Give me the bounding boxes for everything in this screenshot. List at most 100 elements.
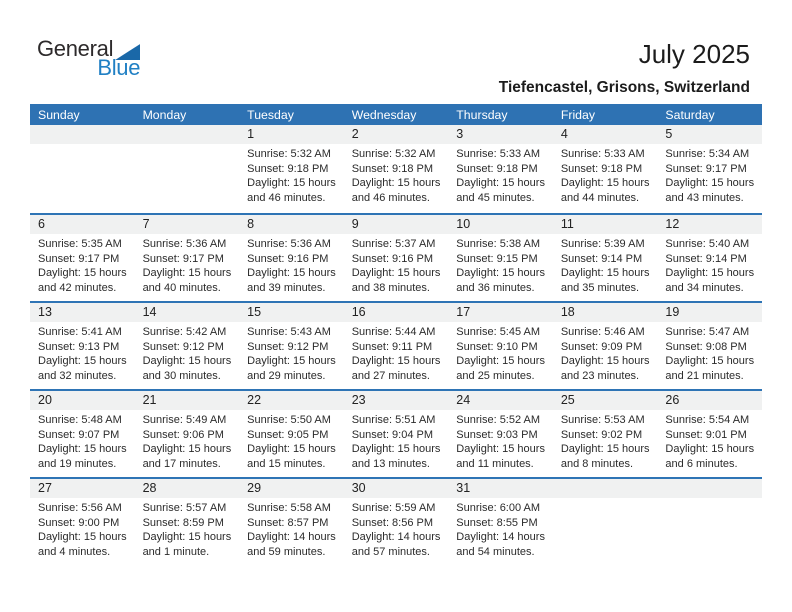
sunrise-text: Sunrise: 5:43 AM (247, 326, 331, 338)
daylight-text: Daylight: 15 hours (560, 443, 650, 456)
day-cell-18: Sunrise: 5:46 AM Sunset: 9:09 PM Daylight:… (553, 322, 658, 383)
day-cell-31: Sunrise: 6:00 AM Sunset: 8:55 PM Daylight:… (448, 498, 553, 559)
day-cell-3: Sunrise: 5:33 AM Sunset: 9:18 PM Daylight:… (448, 144, 553, 205)
sunrise-text: Sunrise: 5:35 AM (38, 238, 122, 250)
sunset-text: Sunset: 9:14 PM (665, 252, 747, 265)
sunset-text: Sunset: 9:02 PM (560, 428, 643, 441)
day-number-6: 6 (38, 217, 45, 231)
daylight-text: Daylight: 15 hours (351, 177, 441, 190)
sunrise-text: Sunrise: 5:51 AM (351, 414, 436, 426)
daylight-text-cont: and 36 minutes. (456, 281, 535, 294)
sunset-text: Sunset: 9:01 PM (665, 428, 747, 441)
week-row-5: 27 28 29 30 31 Sunrise: 5:56 AM Sunset: 9:00 P… (30, 477, 762, 565)
daylight-text: Daylight: 15 hours (38, 267, 127, 280)
weekday-header-row: Sunday Monday Tuesday Wednesday Thursday Frid… (30, 104, 762, 125)
day-number-31: 31 (456, 481, 471, 495)
day-number-7: 7 (142, 217, 150, 231)
day-number-band: 13 14 15 16 17 18 19 (30, 303, 762, 322)
day-number-10: 10 (456, 217, 471, 231)
sunset-text: Sunset: 9:16 PM (351, 252, 434, 265)
calendar-weeks: 1 2 3 4 5 Sunrise: 5:32 AM Sunset: 9:18 PM Dayl… (30, 125, 762, 565)
empty-day-number (135, 125, 240, 144)
weekday-header-tuesday: Tuesday (247, 107, 294, 122)
daylight-text-cont: and 29 minutes. (247, 369, 326, 382)
day-cell-2: Sunrise: 5:32 AM Sunset: 9:18 PM Daylight:… (344, 144, 449, 205)
daylight-text: Daylight: 15 hours (247, 355, 336, 368)
day-number-5: 5 (665, 127, 673, 141)
sunset-text: Sunset: 9:03 PM (456, 428, 538, 441)
daylight-text-cont: and 4 minutes. (38, 545, 111, 558)
day-number-13: 13 (38, 305, 52, 319)
day-cell-19: Sunrise: 5:47 AM Sunset: 9:08 PM Daylight:… (657, 322, 762, 383)
sunrise-text: Sunrise: 5:33 AM (560, 148, 645, 160)
empty-day-cell (30, 144, 135, 205)
sunrise-text: Sunrise: 5:46 AM (560, 326, 645, 338)
daylight-text: Daylight: 15 hours (247, 267, 336, 280)
sunrise-text: Sunrise: 5:45 AM (456, 326, 541, 338)
day-cell-4: Sunrise: 5:33 AM Sunset: 9:18 PM Daylight:… (553, 144, 658, 205)
daylight-text: Daylight: 15 hours (456, 443, 545, 456)
sunrise-text: Sunrise: 5:58 AM (247, 502, 331, 514)
sunset-text: Sunset: 9:13 PM (38, 340, 120, 353)
sunset-text: Sunset: 9:17 PM (665, 162, 747, 175)
daylight-text-cont: and 34 minutes. (665, 281, 744, 294)
day-number-1: 1 (247, 127, 255, 141)
daylight-text-cont: and 45 minutes. (456, 191, 535, 204)
sunrise-text: Sunrise: 5:34 AM (665, 148, 750, 160)
sunset-text: Sunset: 9:17 PM (38, 252, 120, 265)
daylight-text: Daylight: 14 hours (247, 531, 336, 544)
daylight-text-cont: and 6 minutes. (665, 457, 738, 470)
sunrise-text: Sunrise: 5:49 AM (142, 414, 227, 426)
sunset-text: Sunset: 9:14 PM (560, 252, 643, 265)
weekday-header-sunday: Sunday (38, 107, 80, 122)
day-cell-11: Sunrise: 5:39 AM Sunset: 9:14 PM Daylight:… (553, 234, 658, 295)
sunrise-text: Sunrise: 5:39 AM (560, 238, 645, 250)
sunrise-text: Sunrise: 5:37 AM (351, 238, 436, 250)
sunset-text: Sunset: 9:18 PM (560, 162, 643, 175)
weekday-header-friday: Friday (560, 107, 596, 122)
daylight-text-cont: and 46 minutes. (247, 191, 326, 204)
sunset-text: Sunset: 8:59 PM (142, 516, 224, 529)
day-number-band: 27 28 29 30 31 (30, 479, 762, 498)
daylight-text: Daylight: 15 hours (456, 267, 545, 280)
day-number-11: 11 (560, 217, 574, 231)
sunrise-text: Sunrise: 5:42 AM (142, 326, 227, 338)
sunrise-text: Sunrise: 5:59 AM (351, 502, 436, 514)
daylight-text-cont: and 17 minutes. (142, 457, 221, 470)
sunset-text: Sunset: 9:15 PM (456, 252, 538, 265)
daylight-text: Daylight: 15 hours (665, 177, 755, 190)
daylight-text: Daylight: 15 hours (247, 443, 336, 456)
day-number-15: 15 (247, 305, 262, 319)
sunset-text: Sunset: 9:17 PM (142, 252, 224, 265)
day-number-4: 4 (560, 127, 568, 141)
day-number-band: 20 21 22 23 24 25 26 (30, 391, 762, 410)
daylight-text: Daylight: 14 hours (456, 531, 545, 544)
daylight-text-cont: and 8 minutes. (560, 457, 633, 470)
day-cell-15: Sunrise: 5:43 AM Sunset: 9:12 PM Daylight:… (239, 322, 344, 383)
week-row-3: 13 14 15 16 17 18 19 Sunrise: 5:41 AM Sunset: 9:… (30, 301, 762, 389)
day-cell-10: Sunrise: 5:38 AM Sunset: 9:15 PM Daylight:… (448, 234, 553, 295)
daylight-text-cont: and 30 minutes. (142, 369, 221, 382)
sunrise-text: Sunrise: 5:36 AM (142, 238, 227, 250)
sunset-text: Sunset: 9:12 PM (142, 340, 224, 353)
day-cell-14: Sunrise: 5:42 AM Sunset: 9:12 PM Daylight:… (135, 322, 240, 383)
title-block: July 2025 Tiefencastel, Grisons, Switzer… (499, 39, 750, 97)
daylight-text-cont: and 42 minutes. (38, 281, 117, 294)
sunset-text: Sunset: 9:09 PM (560, 340, 643, 353)
daylight-text: Daylight: 15 hours (560, 267, 650, 280)
day-cell-29: Sunrise: 5:58 AM Sunset: 8:57 PM Daylight:… (239, 498, 344, 559)
daylight-text-cont: and 1 minute. (142, 545, 210, 558)
day-cell-5: Sunrise: 5:34 AM Sunset: 9:17 PM Daylight:… (657, 144, 762, 205)
daylight-text: Daylight: 15 hours (247, 177, 336, 190)
daylight-text: Daylight: 15 hours (560, 355, 650, 368)
daylight-text: Daylight: 15 hours (351, 443, 441, 456)
day-cell-22: Sunrise: 5:50 AM Sunset: 9:05 PM Daylight:… (239, 410, 344, 471)
sunrise-text: Sunrise: 5:56 AM (38, 502, 122, 514)
sunset-text: Sunset: 8:57 PM (247, 516, 329, 529)
empty-day-number (30, 125, 135, 144)
empty-day-number (553, 479, 658, 498)
sunrise-text: Sunrise: 5:38 AM (456, 238, 541, 250)
daylight-text-cont: and 27 minutes. (351, 369, 430, 382)
daylight-text-cont: and 59 minutes. (247, 545, 326, 558)
week-body: Sunrise: 5:41 AM Sunset: 9:13 PM Daylight:… (30, 322, 762, 383)
